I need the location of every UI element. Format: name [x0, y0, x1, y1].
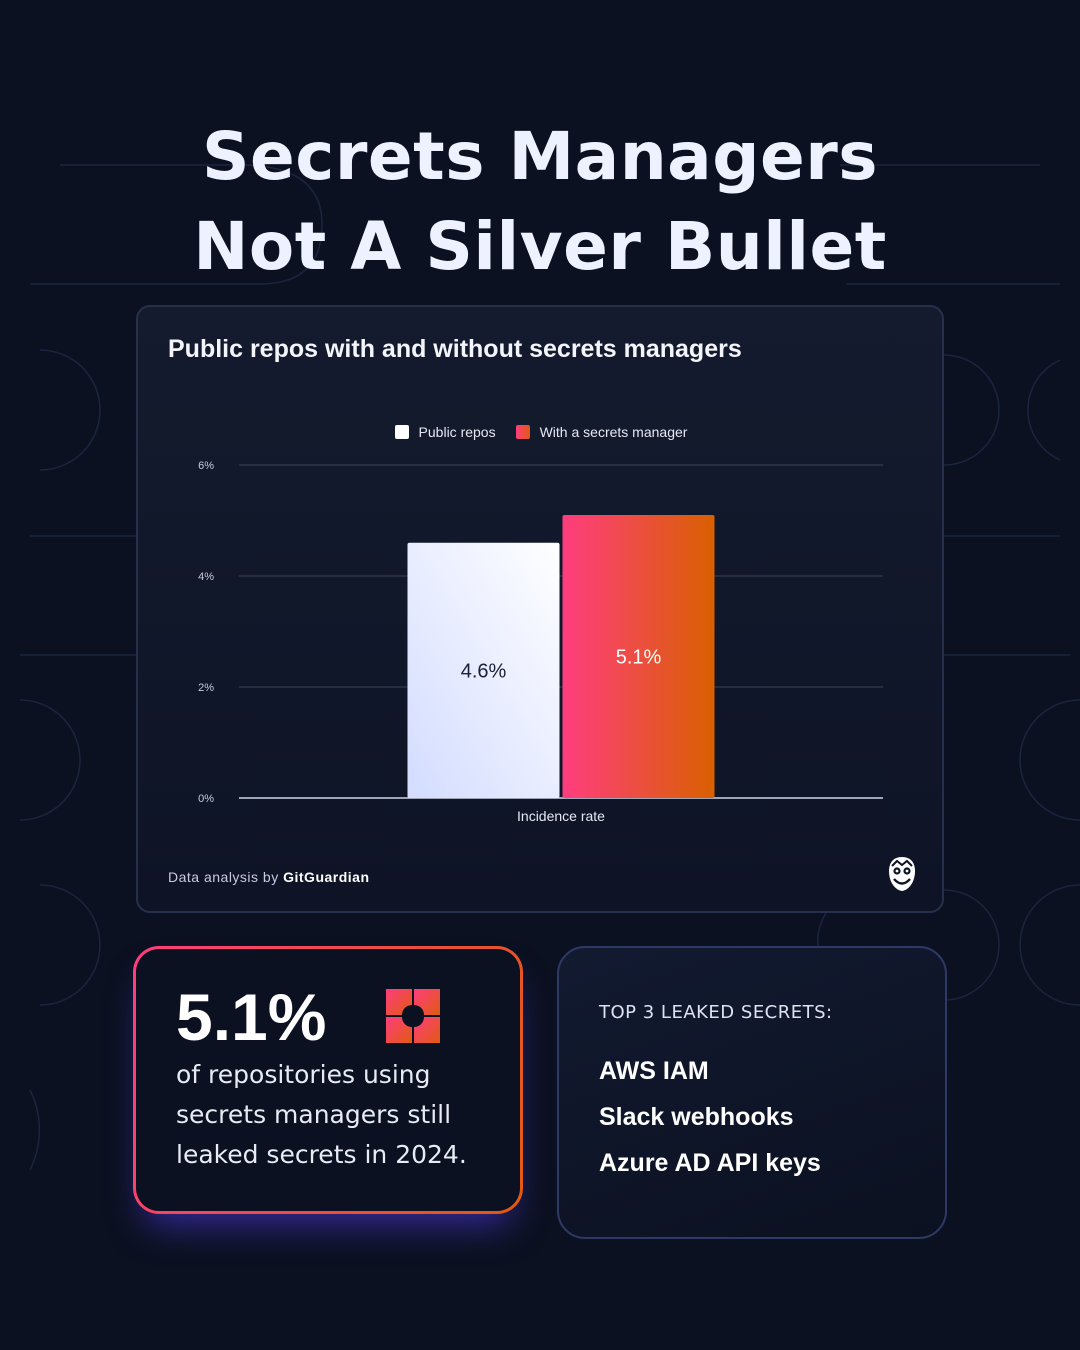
bar-public-repos [407, 542, 560, 798]
stat-value: 5.1% [176, 980, 327, 1054]
owl-icon [889, 857, 915, 891]
top-secrets-list: AWS IAM Slack webhooks Azure AD API keys [599, 1056, 821, 1194]
bar-data-label: 4.6% [461, 660, 507, 682]
top-secrets-card: TOP 3 LEAKED SECRETS: AWS IAM Slack webh… [557, 946, 947, 1239]
stat-card-inner: 5.1% of repositories using secrets manag… [136, 949, 520, 1211]
legend-label-secrets-manager: With a secrets manager [539, 424, 688, 440]
legend-label-public-repos: Public repos [418, 424, 496, 440]
bar-data-label: 5.1% [616, 646, 662, 668]
data-source-brand: GitGuardian [283, 869, 370, 885]
x-category-label: Incidence rate [517, 808, 605, 824]
top-secrets-header: TOP 3 LEAKED SECRETS: [599, 1002, 833, 1023]
stat-card: 5.1% of repositories using secrets manag… [133, 946, 523, 1214]
gitguardian-logo-icon [386, 989, 440, 1043]
title-line-2: Not A Silver Bullet [193, 208, 887, 285]
title-line-1: Secrets Managers [201, 118, 879, 195]
chart-legend: Public repos With a secrets manager [138, 421, 944, 443]
legend-item-secrets-manager: With a secrets manager [515, 424, 688, 440]
data-source-prefix: Data analysis by [168, 869, 279, 885]
y-tick-label: 2% [198, 682, 214, 694]
bar-chart: 0% 2% 4% 6% 4.6% 5.1% Incidence rate [198, 460, 883, 824]
chart-title: Public repos with and without secrets ma… [168, 335, 742, 363]
stat-description: of repositories using secrets managers s… [176, 1060, 467, 1169]
y-tick-label: 6% [198, 460, 214, 472]
list-item: Azure AD API keys [599, 1149, 821, 1177]
legend-swatch-public-repos [394, 425, 409, 439]
legend-item-public-repos: Public repos [394, 424, 496, 440]
page-title: Secrets Managers Not A Silver Bullet [0, 112, 1080, 292]
y-tick-label: 4% [198, 571, 214, 583]
list-item: Slack webhooks [599, 1103, 794, 1131]
chart-card: Public repos with and without secrets ma… [136, 305, 944, 913]
y-tick-label: 0% [198, 793, 214, 805]
bar-secrets-manager [562, 514, 715, 798]
data-source-note: Data analysis by GitGuardian [168, 869, 370, 885]
list-item: AWS IAM [599, 1057, 709, 1085]
legend-swatch-secrets-manager [515, 425, 530, 439]
